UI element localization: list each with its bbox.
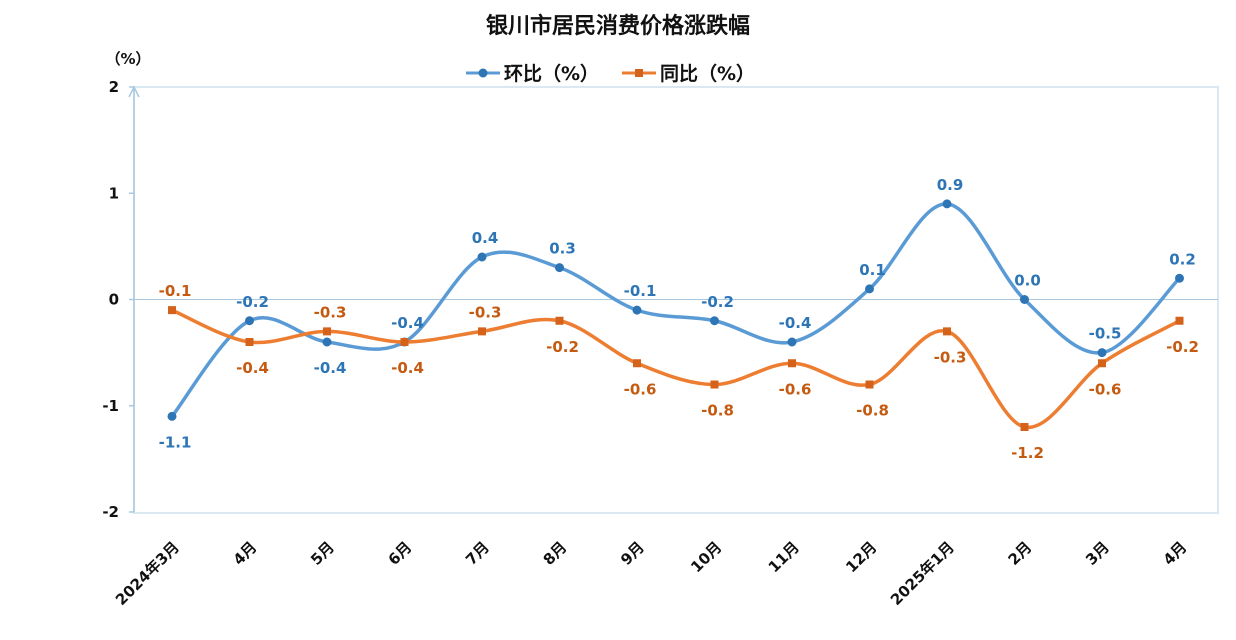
- legend: 环比（%） 同比（%）: [466, 62, 755, 85]
- data-point: [865, 380, 874, 389]
- data-labels: -1.1 -0.2 -0.4 -0.4 0.4 0.3 -0.1 -0.2 -0.4 0.1 0.9…: [159, 176, 1199, 462]
- legend-label-1: 同比（%）: [660, 62, 755, 85]
- legend-marker: [635, 69, 643, 77]
- data-point: [167, 411, 177, 421]
- data-point: [787, 337, 797, 347]
- data-label: -0.1: [159, 282, 192, 300]
- data-point: [943, 327, 951, 336]
- data-label: -0.8: [701, 402, 734, 420]
- data-label: -0.4: [391, 314, 424, 332]
- x-tick-label: 8月: [540, 538, 571, 569]
- data-label: -0.6: [779, 380, 812, 398]
- x-tick-label: 3月: [1082, 538, 1113, 569]
- y-tick-label: -1: [102, 397, 119, 415]
- y-tick-label: 1: [109, 184, 119, 202]
- data-point: [245, 338, 254, 346]
- data-label: 0.0: [1014, 272, 1041, 290]
- data-label: -0.2: [546, 338, 579, 356]
- data-label: 0.3: [549, 240, 576, 258]
- y-axis-unit: （%）: [105, 50, 150, 68]
- x-tick-label: 6月: [385, 538, 416, 569]
- data-point: [710, 380, 719, 389]
- data-label: -0.6: [624, 380, 657, 398]
- data-point: [555, 263, 564, 273]
- data-point: [788, 359, 796, 368]
- x-tick-label: 7月: [462, 538, 493, 569]
- data-point: [168, 306, 176, 315]
- data-point: [400, 338, 409, 346]
- data-point: [710, 316, 719, 326]
- data-label: 0.9: [937, 176, 964, 194]
- data-point: [478, 327, 486, 336]
- data-label: -0.4: [391, 359, 424, 377]
- data-label: 0.4: [472, 229, 499, 247]
- x-tick-label: 2月: [1005, 538, 1036, 569]
- data-label: -0.4: [779, 314, 812, 332]
- data-label: -0.3: [934, 348, 967, 366]
- data-label: -0.4: [314, 359, 347, 377]
- data-label: -0.3: [469, 303, 502, 321]
- x-tick-label: 4月: [230, 538, 261, 569]
- data-point: [632, 305, 642, 315]
- legend-marker: [478, 68, 488, 78]
- data-label: -0.4: [236, 359, 269, 377]
- data-point: [1175, 273, 1184, 283]
- x-tick-label: 9月: [617, 538, 648, 569]
- x-tick-label: 4月: [1160, 538, 1191, 569]
- data-label: 0.1: [859, 261, 886, 279]
- data-label: -1.2: [1011, 444, 1044, 462]
- data-label: -0.2: [701, 293, 734, 311]
- y-tick-label: 2: [109, 78, 119, 96]
- x-tick-label: 2024年3月: [112, 538, 183, 609]
- x-tick-label: 2025年1月: [887, 538, 958, 609]
- data-label: 0.2: [1169, 250, 1196, 268]
- y-tick-label: 0: [109, 291, 119, 309]
- data-label: -1.1: [159, 433, 192, 451]
- data-label: -0.6: [1089, 380, 1122, 398]
- y-tick-label: -2: [102, 503, 119, 521]
- data-point: [942, 199, 952, 209]
- data-point: [1020, 423, 1029, 431]
- x-tick-label: 12月: [842, 538, 880, 576]
- series-layer: [167, 199, 1184, 431]
- data-point: [555, 316, 564, 325]
- data-point: [477, 252, 487, 262]
- legend-label-0: 环比（%）: [504, 62, 599, 85]
- data-label: -0.3: [314, 303, 347, 321]
- data-point: [1175, 316, 1184, 325]
- data-label: -0.2: [1166, 338, 1199, 356]
- data-label: -0.5: [1089, 325, 1122, 343]
- chart-title: 银川市居民消费价格涨跌幅: [486, 13, 750, 39]
- data-point: [323, 327, 331, 336]
- data-label: -0.1: [624, 282, 657, 300]
- data-point: [1020, 295, 1029, 304]
- data-point: [1097, 348, 1107, 358]
- x-tick-label: 5月: [307, 538, 338, 569]
- data-label: -0.8: [856, 402, 889, 420]
- data-point: [1098, 359, 1106, 368]
- data-point: [633, 359, 641, 368]
- data-point: [865, 284, 874, 294]
- data-point: [322, 337, 332, 347]
- x-tick-label: 11月: [765, 538, 803, 576]
- data-point: [245, 316, 254, 326]
- x-tick-label: 10月: [687, 538, 725, 576]
- data-label: -0.2: [236, 293, 269, 311]
